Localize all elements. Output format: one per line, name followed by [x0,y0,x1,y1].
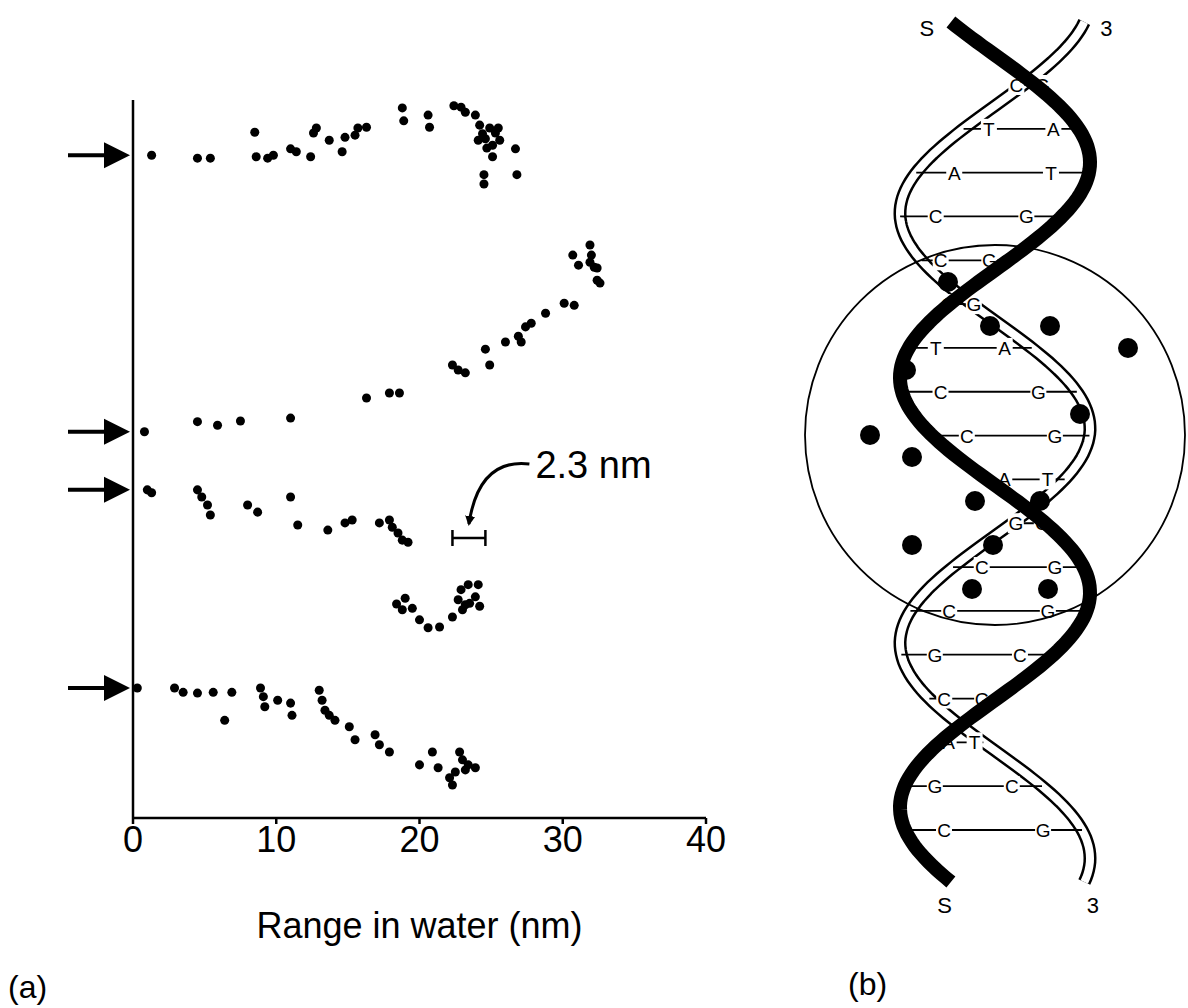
svg-text:G: G [1047,426,1062,447]
svg-text:C: C [941,294,955,315]
svg-text:30: 30 [543,819,583,860]
svg-text:G: G [1036,820,1051,841]
svg-text:10: 10 [256,819,296,860]
svg-text:T: T [1042,469,1054,490]
svg-text:G: G [1008,513,1023,534]
svg-text:S: S [937,893,952,918]
svg-text:T: T [1045,163,1057,184]
svg-text:40: 40 [686,819,726,860]
svg-text:3: 3 [1100,16,1112,41]
svg-text:20: 20 [399,819,439,860]
svg-text:T: T [983,119,995,140]
svg-text:Range in water (nm): Range in water (nm) [256,905,582,946]
svg-text:G: G [1019,206,1034,227]
svg-text:C: C [1035,513,1049,534]
svg-text:3: 3 [1087,893,1099,918]
svg-text:T: T [969,732,981,753]
svg-text:C: C [1009,75,1023,96]
svg-text:C: C [937,820,951,841]
svg-text:C: C [937,689,951,710]
svg-text:G: G [927,776,942,797]
svg-text:C: C [934,250,948,271]
svg-text:C: C [934,382,948,403]
svg-text:T: T [930,338,942,359]
svg-text:0: 0 [123,819,143,860]
svg-text:S: S [920,16,935,41]
svg-text:G: G [1035,75,1050,96]
svg-text:(a): (a) [8,969,47,1005]
svg-text:G: G [966,294,981,315]
svg-text:C: C [1005,776,1019,797]
svg-text:G: G [1047,557,1062,578]
svg-text:A: A [998,469,1011,490]
svg-text:A: A [1047,119,1060,140]
svg-text:G: G [1040,601,1055,622]
svg-text:G: G [927,645,942,666]
svg-text:C: C [929,206,943,227]
svg-text:A: A [998,338,1011,359]
svg-text:A: A [942,732,955,753]
svg-text:G: G [1031,382,1046,403]
svg-text:C: C [1013,645,1027,666]
svg-text:A: A [948,163,961,184]
svg-text:G: G [982,250,997,271]
svg-text:C: C [942,601,956,622]
svg-text:C: C [960,426,974,447]
svg-text:G: G [975,689,990,710]
svg-text:2.3 nm: 2.3 nm [535,444,651,486]
svg-text:C: C [975,557,989,578]
svg-text:(b): (b) [848,966,887,1002]
